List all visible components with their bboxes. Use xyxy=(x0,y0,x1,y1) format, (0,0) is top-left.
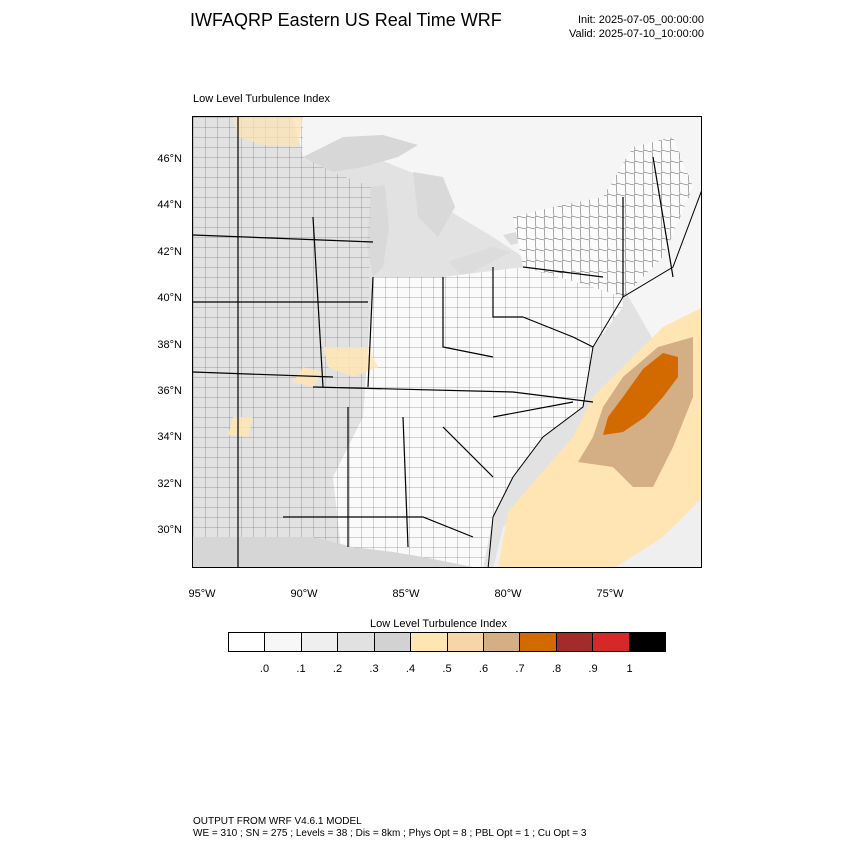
colorbar-box xyxy=(556,633,594,651)
map-panel xyxy=(192,116,702,568)
colorbar-label: .7 xyxy=(515,663,525,675)
colorbar-box xyxy=(593,633,630,651)
lat-label-30: 30°N xyxy=(157,524,182,536)
colorbar-label: .6 xyxy=(478,663,489,675)
state-borders xyxy=(193,117,674,567)
inland-tan-3 xyxy=(228,417,253,437)
northeast-counties xyxy=(513,137,693,297)
lake-erie xyxy=(448,247,511,277)
colorbar xyxy=(228,632,666,652)
inland-tan-2 xyxy=(293,367,323,387)
lat-label-38: 38°N xyxy=(157,339,182,351)
colorbar-box xyxy=(229,633,266,651)
colorbar-label: .1 xyxy=(296,663,306,675)
lon-label-85: 85°W xyxy=(392,588,420,600)
lat-label-42: 42°N xyxy=(157,246,182,258)
lat-label-44: 44°N xyxy=(157,199,182,211)
gulf-of-mexico xyxy=(193,537,473,567)
colorbar-box xyxy=(374,633,412,651)
lat-label-34: 34°N xyxy=(157,431,182,443)
lon-label-90: 90°W xyxy=(290,588,318,600)
colorbar-box xyxy=(338,633,375,651)
lon-label-75: 75°W xyxy=(596,588,624,600)
colorbar-box xyxy=(447,633,484,651)
inland-tan-1 xyxy=(323,347,378,377)
colorbar-label: .4 xyxy=(405,663,416,675)
lat-label-32: 32°N xyxy=(157,478,182,490)
colorbar-label: .8 xyxy=(551,663,562,675)
lat-label-46: 46°N xyxy=(157,153,182,165)
colorbar-box xyxy=(483,633,521,651)
colorbar-label: .0 xyxy=(259,663,270,675)
colorbar-label: .9 xyxy=(588,663,598,675)
east-coastline xyxy=(487,190,701,567)
colorbar-title: Low Level Turbulence Index xyxy=(370,618,507,630)
lat-label-36: 36°N xyxy=(157,385,182,397)
footer-settings: WE = 310 ; SN = 275 ; Levels = 38 ; Dis … xyxy=(193,828,587,839)
map-subtitle: Low Level Turbulence Index xyxy=(193,93,330,105)
map-svg xyxy=(193,117,701,567)
colorbar-label: .2 xyxy=(332,663,343,675)
lake-michigan xyxy=(367,185,389,277)
colorbar-box xyxy=(265,633,302,651)
colorbar-box xyxy=(629,633,666,651)
valid-time: Valid: 2025-07-10_10:00:00 xyxy=(569,28,704,40)
colorbar-box xyxy=(411,633,448,651)
lon-label-80: 80°W xyxy=(494,588,522,600)
colorbar-label: .3 xyxy=(369,663,379,675)
colorbar-box xyxy=(301,633,339,651)
ocean-orange xyxy=(603,353,678,435)
lat-label-40: 40°N xyxy=(157,292,182,304)
page-title: IWFAQRP Eastern US Real Time WRF xyxy=(190,10,502,30)
footer-model: OUTPUT FROM WRF V4.6.1 MODEL xyxy=(193,816,362,827)
init-time: Init: 2025-07-05_00:00:00 xyxy=(578,14,704,26)
colorbar-label: 1 xyxy=(626,663,633,675)
inland-tan-4 xyxy=(233,117,303,147)
lake-superior xyxy=(303,135,418,172)
colorbar-box xyxy=(520,633,557,651)
lon-label-95: 95°W xyxy=(188,588,216,600)
colorbar-label: .5 xyxy=(442,663,452,675)
canada-region xyxy=(293,117,701,367)
lake-huron xyxy=(413,172,455,237)
